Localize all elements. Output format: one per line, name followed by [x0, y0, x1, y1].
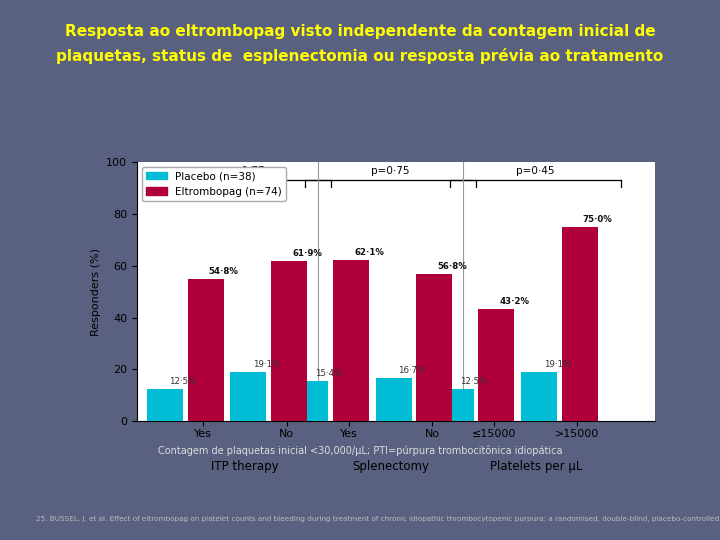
Text: 61·9%: 61·9%	[292, 248, 322, 258]
Text: 12·5%: 12·5%	[169, 377, 197, 386]
Bar	[416, 274, 452, 421]
Legend: Placebo (n=38), Eltrombopag (n=74): Placebo (n=38), Eltrombopag (n=74)	[142, 167, 287, 201]
Bar	[478, 309, 514, 421]
Bar	[147, 389, 183, 421]
Text: Platelets per μL: Platelets per μL	[490, 460, 582, 473]
Bar	[292, 381, 328, 421]
Text: p=0·45: p=0·45	[516, 166, 555, 176]
Bar	[271, 261, 307, 421]
Bar	[333, 260, 369, 421]
Text: Contagem de plaquetas inicial <30,000/μL; PTI=púrpura trombocitônica idiopática: Contagem de plaquetas inicial <30,000/μL…	[158, 446, 562, 456]
Text: plaquetas, status de  esplenectomia ou resposta prévia ao tratamento: plaquetas, status de esplenectomia ou re…	[56, 48, 664, 64]
Bar	[521, 372, 557, 421]
Text: 12·5%: 12·5%	[460, 377, 487, 386]
Text: 16·7%: 16·7%	[398, 366, 426, 375]
Bar	[376, 378, 412, 421]
Text: ITP therapy: ITP therapy	[211, 460, 279, 473]
Text: 19·1%: 19·1%	[253, 360, 280, 369]
Text: p=0·77: p=0·77	[226, 166, 264, 176]
Y-axis label: Responders (%): Responders (%)	[91, 248, 101, 335]
Text: p=0·75: p=0·75	[371, 166, 410, 176]
Text: Splenectomy: Splenectomy	[352, 460, 429, 473]
Bar	[187, 279, 224, 421]
Text: Resposta ao eltrombopag visto independente da contagem inicial de: Resposta ao eltrombopag visto independen…	[65, 24, 655, 39]
Text: 19·1%: 19·1%	[544, 360, 571, 369]
Bar	[562, 227, 598, 421]
Bar	[230, 372, 266, 421]
Text: 62·1%: 62·1%	[354, 248, 384, 257]
Text: 25. BUSSEL, J. et al. Effect of eltrombopag on platelet counts and bleeding duri: 25. BUSSEL, J. et al. Effect of eltrombo…	[36, 516, 720, 522]
Text: 75·0%: 75·0%	[583, 215, 613, 224]
Text: 54·8%: 54·8%	[209, 267, 238, 276]
Bar	[438, 389, 474, 421]
Text: 15·4%: 15·4%	[315, 369, 342, 378]
Text: 56·8%: 56·8%	[438, 262, 467, 271]
Text: 43·2%: 43·2%	[500, 297, 529, 306]
